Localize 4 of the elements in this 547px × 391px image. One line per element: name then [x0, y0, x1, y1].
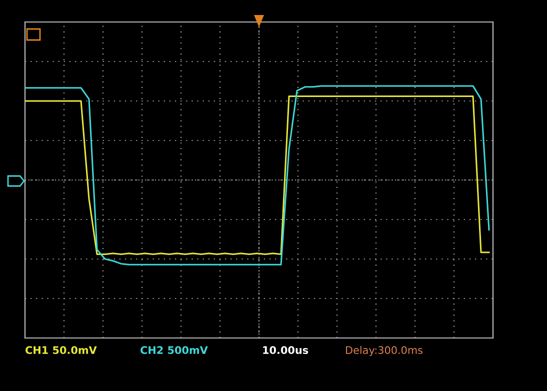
- text: CH1 50.0mV: [26, 346, 97, 354]
- text: 10.00us: [263, 346, 308, 354]
- text: CH2 500mV: [140, 346, 208, 354]
- text: Delay:300.0ms: [346, 346, 423, 356]
